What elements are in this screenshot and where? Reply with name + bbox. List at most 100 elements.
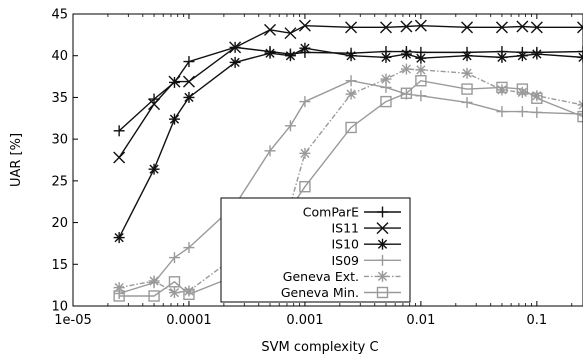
x-tick-label: 1e-05 xyxy=(54,313,92,328)
data-point xyxy=(516,106,528,118)
data-point xyxy=(530,21,543,34)
legend-swatch-marker xyxy=(377,206,388,218)
data-point xyxy=(531,92,543,104)
data-point xyxy=(284,120,296,132)
data-point xyxy=(380,51,392,63)
x-tick-label: 0.01 xyxy=(406,313,435,328)
legend-item: ComParE xyxy=(303,205,401,220)
data-point xyxy=(183,56,195,68)
data-point xyxy=(229,41,242,54)
data-point xyxy=(113,151,126,164)
data-point xyxy=(531,48,543,60)
series-is11 xyxy=(113,19,583,164)
data-point xyxy=(168,252,180,264)
plot-frame xyxy=(72,13,583,307)
data-point xyxy=(284,50,296,62)
data-point xyxy=(284,27,297,40)
data-point xyxy=(496,106,508,118)
legend-swatch-marker xyxy=(377,270,388,282)
data-point xyxy=(168,75,181,88)
data-point xyxy=(229,56,241,68)
data-point xyxy=(264,23,277,36)
y-tick-label: 20 xyxy=(51,216,68,231)
y-tick-label: 40 xyxy=(51,49,68,64)
y-tick-label: 45 xyxy=(51,8,68,23)
data-point xyxy=(148,98,161,111)
data-point xyxy=(461,96,473,108)
series-is10 xyxy=(113,42,583,244)
series-layer xyxy=(113,19,583,302)
y-tick-label: 30 xyxy=(51,133,68,148)
data-point xyxy=(345,50,357,62)
data-point xyxy=(148,275,160,287)
data-point xyxy=(461,83,473,95)
legend-label: ComParE xyxy=(303,205,359,220)
axis-ticks: 10 15 20 25 30 35 40 45 1e-05 0.0001 0.001 0.01 0.1 xyxy=(51,8,573,328)
data-point xyxy=(415,64,427,76)
data-point xyxy=(400,63,412,75)
legend-item: IS11 xyxy=(331,221,401,236)
data-point xyxy=(168,113,180,125)
legend-label: Geneva Min. xyxy=(281,285,359,300)
legend-item: IS10 xyxy=(331,237,401,252)
data-point xyxy=(379,21,392,34)
data-point xyxy=(264,47,276,59)
data-point xyxy=(299,180,311,193)
data-point xyxy=(264,145,276,157)
data-point xyxy=(496,51,508,63)
x-tick-label: 0.1 xyxy=(527,313,548,328)
data-point xyxy=(577,108,583,120)
data-point xyxy=(577,110,583,123)
y-axis-title: UAR [%] xyxy=(9,133,24,187)
data-point xyxy=(495,21,508,34)
data-point xyxy=(400,20,413,33)
data-point xyxy=(168,276,181,288)
data-point xyxy=(183,91,195,103)
legend-swatch-marker xyxy=(376,222,389,235)
data-point xyxy=(415,52,427,64)
x-axis-title: SVM complexity C xyxy=(261,340,378,354)
data-point xyxy=(516,50,528,62)
data-point xyxy=(113,232,125,244)
data-point xyxy=(380,73,392,85)
data-point xyxy=(516,83,529,95)
data-point xyxy=(183,288,195,301)
data-point xyxy=(113,290,125,302)
y-tick-label: 15 xyxy=(51,258,68,273)
data-point xyxy=(113,125,125,137)
data-point xyxy=(345,121,357,134)
data-point xyxy=(345,75,357,87)
legend-label: IS11 xyxy=(331,221,359,236)
legend-item: IS09 xyxy=(331,253,401,268)
data-point xyxy=(400,87,413,99)
y-tick-label: 25 xyxy=(51,174,68,189)
data-point xyxy=(577,51,583,63)
legend-label: IS09 xyxy=(331,253,359,268)
data-point xyxy=(400,48,412,60)
legend-swatch-marker xyxy=(376,286,389,299)
legend-item: Geneva Min. xyxy=(281,285,401,300)
data-point xyxy=(577,21,583,34)
data-point xyxy=(168,287,180,299)
legend-item: Geneva Ext. xyxy=(283,269,401,284)
data-point xyxy=(380,95,392,108)
data-point xyxy=(461,21,474,34)
legend-label: Geneva Ext. xyxy=(283,269,359,284)
legend-label: IS10 xyxy=(331,237,359,252)
data-point xyxy=(415,90,427,102)
data-point xyxy=(148,163,160,175)
plot-border xyxy=(72,13,583,307)
data-point xyxy=(148,290,160,302)
data-point xyxy=(298,19,311,32)
y-tick-label: 35 xyxy=(51,91,68,106)
series-geneva-min xyxy=(113,75,583,302)
data-point xyxy=(577,99,583,111)
legend-swatch-marker xyxy=(377,238,388,250)
data-point xyxy=(531,106,543,118)
data-point xyxy=(299,42,311,54)
x-tick-label: 0.001 xyxy=(286,313,323,328)
y-tick-label: 10 xyxy=(51,300,68,315)
data-point xyxy=(299,147,311,159)
